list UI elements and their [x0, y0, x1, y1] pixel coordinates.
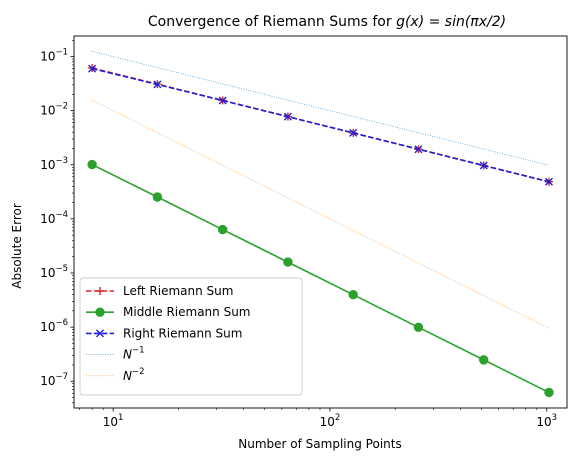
series-right-riemann-sum-marker	[88, 64, 97, 73]
legend-entry-1-marker	[96, 287, 104, 295]
series-right-riemann-sum-marker	[349, 128, 358, 137]
legend-entry-2-label: Middle Riemann Sum	[123, 305, 251, 319]
series-middle-riemann-sum-line	[91, 163, 550, 394]
x-tick-label: 103	[536, 413, 557, 429]
y-tick-label: 10−5	[40, 264, 68, 280]
series-middle-riemann-sum-marker	[544, 387, 554, 398]
series-middle-riemann-sum-marker	[283, 257, 293, 267]
legend-entry-4: N−1	[86, 346, 145, 362]
series-n-powminus2-line	[91, 99, 550, 329]
y-tick-label: 10−4	[40, 210, 68, 226]
series-group	[87, 51, 554, 398]
series-right-riemann-sum-marker	[153, 80, 162, 89]
chart-title-text: Convergence of Riemann Sums for	[148, 14, 396, 30]
legend-entry-1-label: Left Riemann Sum	[123, 284, 233, 298]
series-middle-riemann-sum-marker	[152, 192, 163, 202]
series-n-powminus2	[91, 99, 550, 329]
series-right-riemann-sum-line	[91, 67, 550, 183]
series-right-riemann-sum-marker	[544, 177, 553, 186]
series-right-riemann-sum-marker	[218, 96, 227, 105]
series-right-riemann-sum-marker	[283, 112, 292, 121]
legend-entry-5-label: N−2	[123, 367, 145, 383]
legend-entry-5: N−2	[86, 367, 145, 383]
chart-title: Convergence of Riemann Sums for g(x) = s…	[148, 14, 506, 30]
x-tick-label: 101	[103, 413, 124, 429]
series-n-powminus1	[92, 51, 550, 166]
y-tick-label: 10−3	[40, 156, 68, 172]
legend-entry-3-label: Right Riemann Sum	[123, 326, 242, 340]
y-tick-label: 10−1	[40, 48, 68, 64]
legend-box	[79, 277, 303, 396]
legend-entry-2-marker	[95, 307, 105, 317]
series-middle-riemann-sum-marker	[217, 224, 228, 235]
legend-entry-3: Right Riemann Sum	[86, 326, 242, 340]
series-middle-riemann-sum-marker	[87, 159, 97, 170]
y-axis-ticks: 10−7 10−6 10−5 10−4 10−3 10−2 10−1	[40, 39, 74, 404]
y-axis-label: Absolute Error	[10, 203, 24, 289]
series-n-powminus1-line	[92, 51, 550, 166]
series-right-riemann-sum-marker	[414, 145, 423, 154]
legend-entry-1: Left Riemann Sum	[86, 284, 233, 298]
legend: Left Riemann Sum Middle Riemann Sum Right …	[79, 277, 303, 396]
series-right-riemann-sum	[88, 64, 553, 186]
series-middle-riemann-sum-marker	[413, 322, 424, 332]
y-tick-label: 10−7	[40, 372, 68, 388]
x-axis-label: Number of Sampling Points	[238, 437, 401, 451]
y-tick-label: 10−2	[40, 102, 68, 118]
series-middle-riemann-sum	[87, 159, 554, 398]
y-tick-label: 10−6	[40, 318, 68, 334]
series-right-riemann-sum-marker	[479, 161, 488, 170]
series-middle-riemann-sum-marker	[479, 355, 489, 365]
legend-entry-4-label: N−1	[123, 346, 145, 362]
axes-frame	[73, 35, 568, 409]
x-axis-ticks: 101 102 103	[79, 408, 557, 429]
legend-entry-3-marker	[96, 329, 104, 338]
chart-title-math: g(x) = sin(πx/2)	[396, 14, 506, 30]
series-middle-riemann-sum-marker	[348, 290, 358, 300]
legend-entry-2: Middle Riemann Sum	[86, 305, 251, 319]
x-tick-label: 102	[320, 413, 341, 429]
